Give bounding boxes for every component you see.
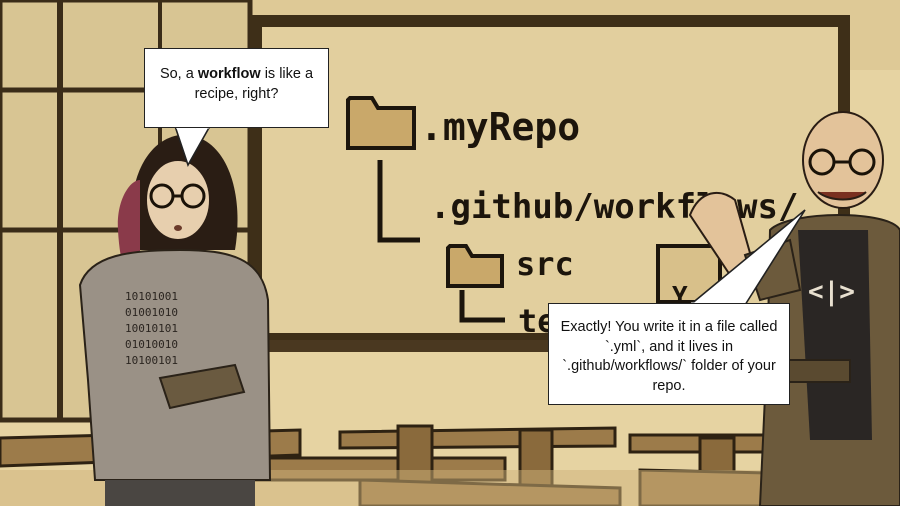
folder-icon xyxy=(446,244,504,288)
speech-bubble-teacher: Exactly! You write it in a file called `… xyxy=(548,303,790,405)
blackboard-workflows-label: .github/workflows/ xyxy=(430,187,798,227)
svg-text:10100101: 10100101 xyxy=(125,354,178,367)
blackboard-root-label: .myRepo xyxy=(420,105,580,149)
folder-icon xyxy=(346,96,416,150)
blackboard-src-label: src xyxy=(516,245,574,283)
svg-text:01001010: 01001010 xyxy=(125,306,178,319)
svg-text:10010101: 10010101 xyxy=(125,322,178,335)
code-icon: <|> xyxy=(808,277,855,307)
student-character: 10101001 01001010 10010101 01010010 1010… xyxy=(78,134,272,506)
bubble-left-text-before: So, a xyxy=(159,66,198,82)
svg-text:01010010: 01010010 xyxy=(125,338,178,351)
bubble-left-text-after: is like a recipe, right? xyxy=(194,66,314,102)
svg-text:10101001: 10101001 xyxy=(125,290,178,303)
bubble-right-text: Exactly! You write it in a file called `… xyxy=(560,319,778,394)
teacher-character xyxy=(688,111,900,506)
bubble-left-text-bold: workflow xyxy=(197,66,261,82)
speech-bubble-student: So, a workflow is like a recipe, right? xyxy=(144,48,329,128)
